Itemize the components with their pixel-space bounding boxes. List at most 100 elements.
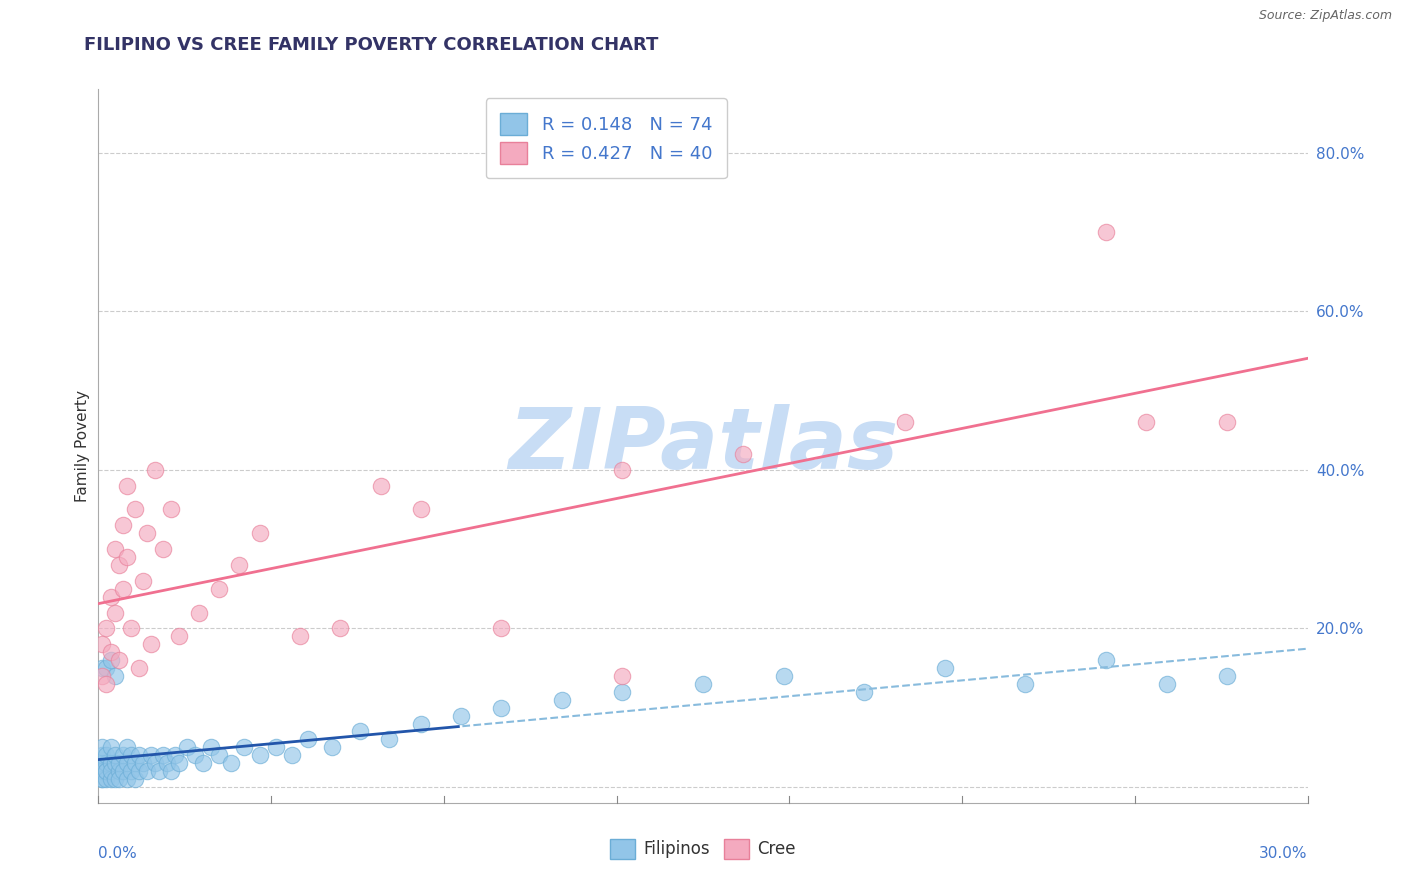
Point	[91, 764, 114, 778]
Point	[193, 756, 215, 771]
Point	[91, 669, 114, 683]
Point	[103, 669, 125, 683]
Point	[111, 582, 134, 596]
Point	[176, 740, 198, 755]
Point	[409, 716, 432, 731]
Point	[96, 764, 118, 778]
Point	[124, 502, 146, 516]
Point	[89, 764, 111, 778]
Point	[221, 756, 243, 771]
Point	[1216, 669, 1239, 683]
Point	[100, 764, 122, 778]
Legend: Filipinos, Cree: Filipinos, Cree	[603, 832, 803, 866]
Point	[128, 661, 150, 675]
Point	[143, 463, 166, 477]
Point	[107, 653, 129, 667]
Point	[893, 415, 915, 429]
Point	[91, 748, 114, 763]
Point	[139, 748, 162, 763]
Point	[184, 748, 207, 763]
Point	[103, 542, 125, 557]
Y-axis label: Family Poverty: Family Poverty	[75, 390, 90, 502]
Point	[100, 590, 122, 604]
Point	[370, 478, 392, 492]
Point	[96, 677, 118, 691]
Point	[96, 764, 118, 778]
Text: 30.0%: 30.0%	[1260, 846, 1308, 861]
Point	[100, 772, 122, 786]
Point	[228, 558, 250, 572]
Point	[132, 574, 155, 588]
Point	[1156, 677, 1178, 691]
Point	[124, 756, 146, 771]
Point	[321, 740, 343, 755]
Point	[91, 661, 114, 675]
Point	[91, 772, 114, 786]
Point	[1095, 225, 1118, 239]
Point	[1095, 653, 1118, 667]
Point	[107, 772, 129, 786]
Point	[152, 542, 174, 557]
Point	[120, 748, 142, 763]
Point	[115, 772, 138, 786]
Point	[111, 748, 134, 763]
Point	[281, 748, 304, 763]
Point	[120, 621, 142, 635]
Point	[612, 685, 634, 699]
Point	[132, 756, 155, 771]
Point	[200, 740, 222, 755]
Point	[409, 502, 432, 516]
Point	[107, 756, 129, 771]
Point	[100, 740, 122, 755]
Point	[733, 447, 755, 461]
Point	[115, 549, 138, 564]
Point	[124, 772, 146, 786]
Point	[96, 756, 118, 771]
Point	[249, 748, 271, 763]
Point	[103, 606, 125, 620]
Point	[96, 621, 118, 635]
Point	[152, 748, 174, 763]
Point	[297, 732, 319, 747]
Point	[329, 621, 352, 635]
Point	[208, 748, 231, 763]
Point	[100, 756, 122, 771]
Point	[349, 724, 371, 739]
Point	[96, 661, 118, 675]
Point	[264, 740, 287, 755]
Point	[103, 748, 125, 763]
Point	[612, 463, 634, 477]
Point	[91, 740, 114, 755]
Point	[143, 756, 166, 771]
Point	[96, 772, 118, 786]
Point	[163, 748, 186, 763]
Point	[107, 558, 129, 572]
Point	[128, 748, 150, 763]
Point	[288, 629, 311, 643]
Point	[139, 637, 162, 651]
Point	[1135, 415, 1157, 429]
Text: FILIPINO VS CREE FAMILY POVERTY CORRELATION CHART: FILIPINO VS CREE FAMILY POVERTY CORRELAT…	[84, 36, 659, 54]
Point	[96, 748, 118, 763]
Point	[148, 764, 170, 778]
Point	[491, 621, 513, 635]
Point	[107, 764, 129, 778]
Point	[135, 764, 157, 778]
Point	[188, 606, 211, 620]
Point	[1216, 415, 1239, 429]
Point	[120, 764, 142, 778]
Point	[450, 708, 472, 723]
Point	[115, 756, 138, 771]
Point	[100, 653, 122, 667]
Point	[208, 582, 231, 596]
Point	[115, 478, 138, 492]
Point	[249, 526, 271, 541]
Point	[91, 756, 114, 771]
Point	[934, 661, 956, 675]
Text: 0.0%: 0.0%	[98, 846, 138, 861]
Point	[692, 677, 714, 691]
Point	[853, 685, 876, 699]
Point	[111, 764, 134, 778]
Point	[156, 756, 179, 771]
Point	[167, 629, 190, 643]
